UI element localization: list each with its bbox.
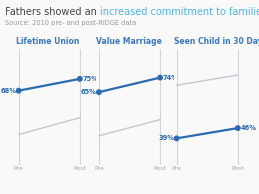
Text: Lifetime Union: Lifetime Union — [16, 37, 79, 46]
Text: 46%: 46% — [240, 125, 256, 131]
Text: increased commitment to families: increased commitment to families — [100, 7, 259, 17]
Text: 68%: 68% — [0, 88, 16, 94]
Text: Source: 2010 pre- and post-RIDGE data: Source: 2010 pre- and post-RIDGE data — [5, 20, 136, 26]
Text: 39%: 39% — [158, 135, 174, 141]
Text: Fathers showed an: Fathers showed an — [5, 7, 100, 17]
Point — [158, 76, 162, 79]
Point — [175, 137, 179, 140]
Point — [17, 89, 21, 92]
Text: 74%: 74% — [163, 75, 178, 81]
Point — [236, 126, 240, 130]
Text: 65%: 65% — [81, 89, 96, 95]
Text: 75%: 75% — [82, 76, 98, 82]
Point — [97, 91, 101, 94]
Text: Seen Child in 30 Days: Seen Child in 30 Days — [174, 37, 259, 46]
Point — [78, 77, 82, 81]
Text: Value Marriage: Value Marriage — [96, 37, 162, 46]
